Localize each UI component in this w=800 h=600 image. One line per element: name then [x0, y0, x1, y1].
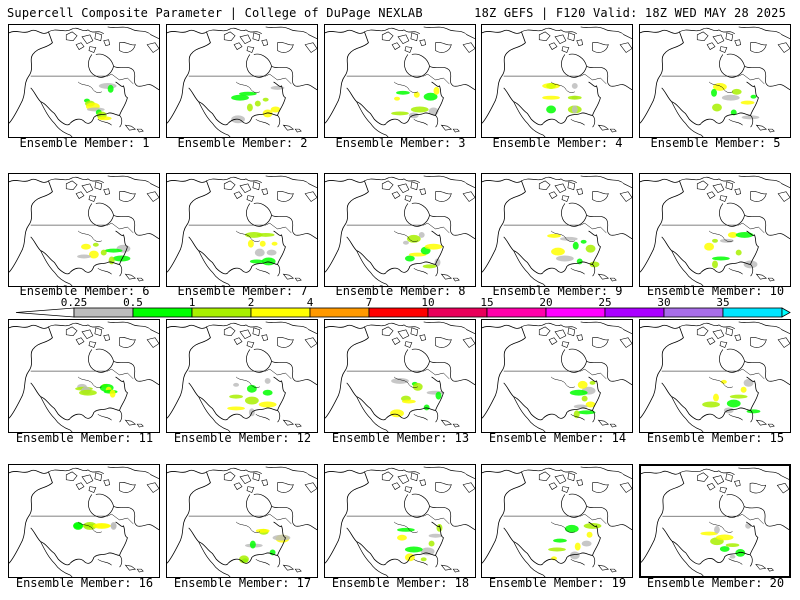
scale-tick-label: 0.25	[61, 296, 88, 309]
scale-swatch-4	[250, 307, 311, 318]
member-label-9: Ensemble Member: 9	[492, 284, 623, 298]
run-info: 18Z GEFS | F120 Valid: 18Z WED MAY 28 20…	[474, 6, 786, 20]
member-map-20[interactable]	[639, 464, 791, 578]
scale-tick-label: 0.5	[123, 296, 143, 309]
scp-field-shading	[702, 378, 761, 414]
scale-arrow-right	[781, 307, 791, 318]
scp-field-shading	[700, 522, 752, 559]
member-label-15: Ensemble Member: 15	[646, 431, 785, 445]
member-label-18: Ensemble Member: 18	[331, 576, 470, 590]
scale-tick-label: 2	[248, 296, 255, 309]
scale-swatch-6	[368, 307, 429, 318]
scale-swatch-9	[545, 307, 606, 318]
member-label-16: Ensemble Member: 16	[15, 576, 154, 590]
scp-field-shading	[547, 233, 600, 268]
scale-arrow-left	[15, 307, 75, 318]
scp-field-shading	[231, 85, 285, 124]
color-scale: 0.25 0.5 1 2 4 7 10 15 20 25 30 35	[0, 296, 800, 322]
scale-tick-label: 10	[421, 296, 434, 309]
scp-field-shading	[569, 380, 596, 419]
scale-swatch-2	[132, 307, 193, 318]
member-label-11: Ensemble Member: 11	[15, 431, 154, 445]
scp-field-shading	[75, 383, 118, 398]
member-label-20: Ensemble Member: 20	[646, 576, 785, 590]
scale-tick-label: 35	[716, 296, 729, 309]
scale-swatch-3	[191, 307, 252, 318]
member-map-2[interactable]	[166, 24, 318, 138]
member-label-6: Ensemble Member: 6	[19, 284, 150, 298]
member-label-1: Ensemble Member: 1	[19, 136, 150, 150]
scp-field-shading	[402, 231, 443, 269]
member-label-7: Ensemble Member: 7	[177, 284, 308, 298]
member-label-12: Ensemble Member: 12	[173, 431, 312, 445]
member-label-19: Ensemble Member: 19	[488, 576, 627, 590]
scale-swatch-8	[486, 307, 547, 318]
member-label-8: Ensemble Member: 8	[335, 284, 466, 298]
scale-swatch-1	[73, 307, 134, 318]
member-label-3: Ensemble Member: 3	[335, 136, 466, 150]
scp-field-shading	[711, 82, 760, 120]
scp-field-shading	[77, 242, 131, 265]
member-map-16[interactable]	[8, 464, 160, 578]
scale-swatch-5	[309, 307, 370, 318]
member-map-13[interactable]	[324, 319, 476, 433]
member-label-10: Ensemble Member: 10	[646, 284, 785, 298]
scale-tick-label: 15	[480, 296, 493, 309]
member-label-13: Ensemble Member: 13	[331, 431, 470, 445]
member-label-17: Ensemble Member: 17	[173, 576, 312, 590]
member-map-15[interactable]	[639, 319, 791, 433]
member-map-17[interactable]	[166, 464, 318, 578]
member-map-8[interactable]	[324, 173, 476, 287]
scale-tick-label: 7	[366, 296, 373, 309]
scale-swatch-11	[663, 307, 724, 318]
scale-swatch-10	[604, 307, 665, 318]
member-map-1[interactable]	[8, 24, 160, 138]
member-map-14[interactable]	[481, 319, 633, 433]
scale-tick-label: 30	[657, 296, 670, 309]
scp-field-shading	[542, 82, 582, 114]
scale-swatch-12	[722, 307, 783, 318]
scp-field-shading	[704, 231, 758, 269]
member-map-6[interactable]	[8, 173, 160, 287]
member-map-10[interactable]	[639, 173, 791, 287]
scp-field-shading	[391, 86, 440, 119]
page-title: Supercell Composite Parameter | College …	[7, 6, 423, 20]
scp-field-shading	[227, 377, 277, 417]
scale-tick-label: 4	[307, 296, 314, 309]
member-label-2: Ensemble Member: 2	[177, 136, 308, 150]
scale-tick-label: 20	[539, 296, 552, 309]
member-map-9[interactable]	[481, 173, 633, 287]
scp-field-shading	[244, 231, 278, 266]
member-label-4: Ensemble Member: 4	[492, 136, 623, 150]
scp-field-shading	[73, 521, 117, 530]
member-map-7[interactable]	[166, 173, 318, 287]
member-map-19[interactable]	[481, 464, 633, 578]
member-map-4[interactable]	[481, 24, 633, 138]
scp-field-shading	[84, 82, 117, 121]
member-map-11[interactable]	[8, 319, 160, 433]
member-map-3[interactable]	[324, 24, 476, 138]
scale-tick-label: 25	[598, 296, 611, 309]
scale-tick-label: 1	[189, 296, 196, 309]
member-map-18[interactable]	[324, 464, 476, 578]
scp-field-shading	[239, 528, 291, 564]
member-map-5[interactable]	[639, 24, 791, 138]
member-map-12[interactable]	[166, 319, 318, 433]
scale-swatch-7	[427, 307, 488, 318]
member-label-14: Ensemble Member: 14	[488, 431, 627, 445]
member-label-5: Ensemble Member: 5	[650, 136, 781, 150]
color-scale-svg: 0.25 0.5 1 2 4 7 10 15 20 25 30 35	[15, 296, 791, 318]
